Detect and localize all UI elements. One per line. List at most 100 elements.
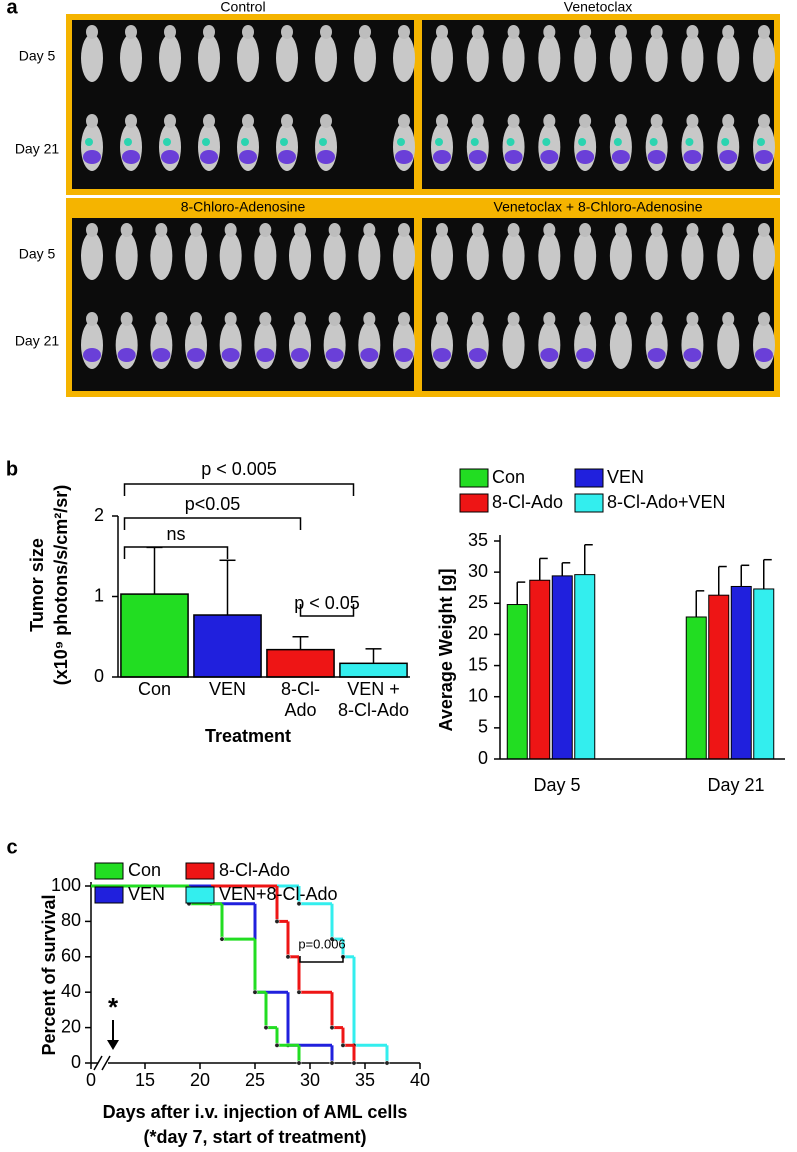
y-tick-label: 80 — [61, 910, 81, 930]
signal — [117, 348, 136, 362]
mouse-head — [722, 114, 735, 128]
row-label: Day 5 — [19, 246, 56, 262]
legend-label: 8-Cl-Ado — [492, 492, 563, 512]
mouse-head — [203, 25, 215, 39]
mouse-head — [579, 114, 592, 128]
bar — [120, 593, 189, 678]
bar — [551, 575, 573, 760]
annotation: ns — [166, 524, 185, 544]
mouse-head — [614, 114, 627, 128]
y-tick-label: 25 — [468, 592, 488, 612]
mouse — [393, 232, 415, 280]
event-point — [296, 989, 302, 995]
x-tick-label: 8-Cl- — [281, 679, 320, 699]
signal-hot — [685, 138, 694, 146]
mouse-head — [650, 25, 663, 39]
mouse — [150, 232, 173, 280]
signal — [291, 348, 309, 362]
legend-swatch — [574, 493, 604, 513]
axis-break-gap — [98, 1057, 108, 1069]
signal — [200, 150, 218, 164]
mouse-head — [471, 312, 484, 326]
x-axis-label: Treatment — [205, 726, 291, 746]
mouse-head — [650, 312, 663, 326]
bar — [574, 574, 596, 760]
signal-hot — [435, 138, 443, 146]
mouse — [681, 34, 704, 82]
x-tick-label: VEN — [209, 679, 246, 699]
signal-hot — [649, 138, 658, 146]
row-label: Day 21 — [15, 141, 60, 157]
y-tick-label: 60 — [61, 946, 81, 966]
bar — [685, 616, 707, 760]
legend-label: 8-Cl-Ado — [219, 860, 290, 880]
mouse — [717, 232, 740, 280]
mouse-head — [281, 25, 293, 39]
mouse-head — [242, 114, 254, 128]
mouse — [120, 34, 142, 82]
mouse-head — [579, 312, 592, 326]
arrowhead — [107, 1040, 119, 1050]
event-point — [274, 918, 280, 924]
signal-hot — [202, 138, 210, 146]
mouse-head — [328, 312, 341, 326]
mouse-head — [398, 312, 410, 326]
mouse-head — [242, 25, 254, 39]
mouse — [609, 34, 632, 82]
mouse-head — [294, 312, 306, 326]
event-point — [351, 1060, 357, 1066]
signal — [647, 150, 666, 164]
mouse-head — [758, 114, 770, 128]
mouse-head — [471, 114, 484, 128]
group-title: Venetoclax — [564, 0, 633, 15]
y-tick-label: 1 — [94, 585, 104, 605]
mouse-head — [120, 223, 133, 237]
mouse-head — [359, 25, 371, 39]
mouse — [185, 232, 207, 280]
legend-label: VEN — [607, 467, 644, 487]
mouse-head — [507, 25, 520, 39]
legend-swatch — [94, 886, 124, 904]
signal — [540, 150, 559, 164]
legend-swatch — [459, 493, 489, 513]
mouse-head — [507, 312, 520, 326]
event-point — [296, 901, 302, 907]
mouse-head — [543, 312, 556, 326]
signal — [239, 150, 257, 164]
mouse-head — [398, 114, 410, 128]
x-tick-label: 40 — [410, 1070, 430, 1090]
mouse — [237, 34, 259, 82]
signal-hot — [124, 138, 132, 146]
signal-hot — [397, 138, 405, 146]
signal-hot — [506, 138, 515, 146]
event-point — [340, 1042, 346, 1048]
mouse-head — [164, 25, 176, 39]
signal-hot — [542, 138, 551, 146]
bar — [708, 594, 730, 760]
signal — [755, 348, 773, 362]
event-point — [263, 1025, 269, 1031]
mouse-head — [224, 223, 237, 237]
y-axis-label: (x10⁹ photons/s/cm²/sr) — [51, 485, 71, 686]
mouse — [81, 34, 103, 82]
mouse — [502, 34, 525, 82]
mouse-head — [614, 223, 627, 237]
mouse-head — [328, 223, 341, 237]
event-point — [384, 1060, 390, 1066]
mouse-head — [259, 312, 272, 326]
mouse — [466, 232, 489, 280]
mouse-head — [614, 25, 627, 39]
signal — [683, 348, 702, 362]
significance-bracket — [123, 483, 355, 496]
group-title: Venetoclax + 8-Chloro-Adenosine — [494, 199, 703, 215]
legend-label: VEN+8-Cl-Ado — [219, 884, 338, 904]
y-tick-label: 20 — [468, 623, 488, 643]
mouse-head — [224, 312, 237, 326]
mouse-head — [758, 223, 770, 237]
bar — [529, 579, 551, 760]
panel-label: a — [6, 0, 18, 18]
mouse — [276, 34, 298, 82]
mouse — [574, 34, 597, 82]
signal-hot — [241, 138, 249, 146]
mouse-head — [281, 114, 293, 128]
